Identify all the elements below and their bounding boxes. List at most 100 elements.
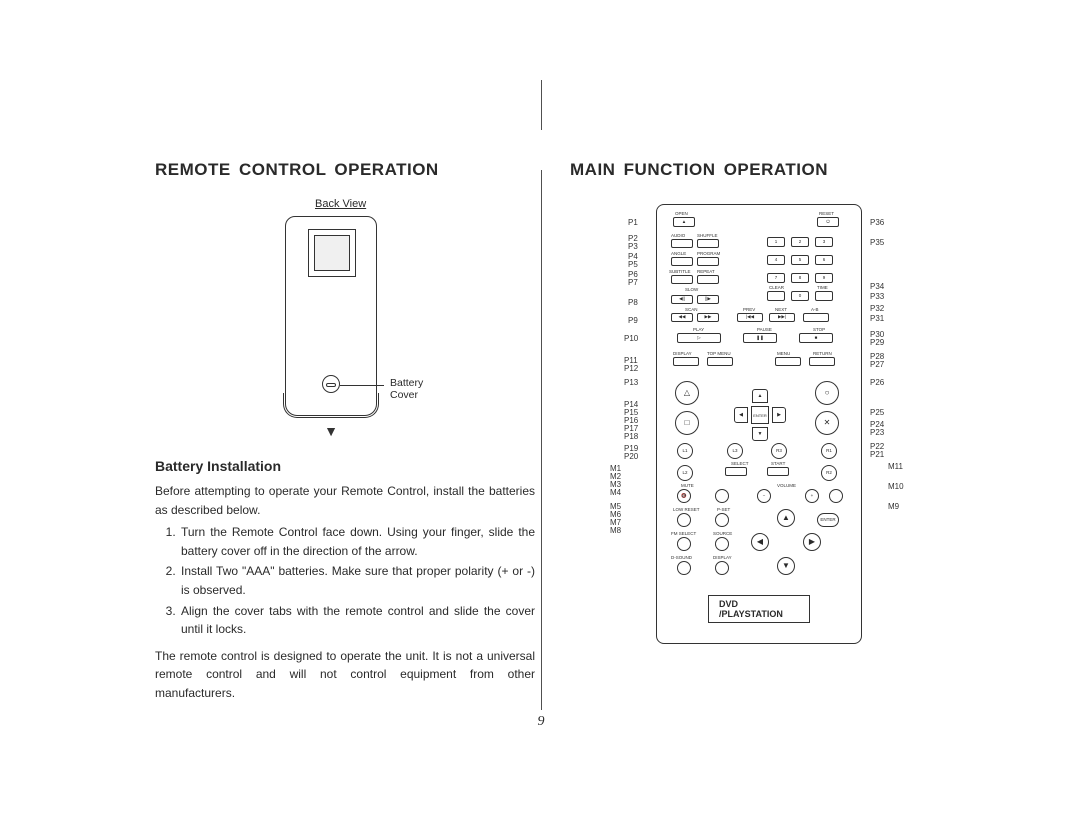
lbl-program: PROGRAM: [697, 251, 720, 256]
btn-cross: ✕: [815, 411, 839, 435]
btn-menu: [775, 357, 801, 366]
btn-5: 5: [791, 255, 809, 265]
battery-steps: Turn the Remote Control face down. Using…: [155, 523, 535, 639]
page-number: 9: [538, 714, 545, 730]
btn-9: 9: [815, 273, 833, 283]
btn-slow-fwd: ||▶: [697, 295, 719, 304]
callout-P34: P34: [870, 282, 884, 291]
battery-installation-heading: Battery Installation: [155, 458, 535, 474]
callout-P29: P29: [870, 338, 884, 347]
dpad: ▲ ▼ ◀ ▶ ENTER: [732, 387, 788, 443]
btn-subtitle: [671, 275, 693, 284]
callout-P9: P9: [628, 316, 638, 325]
btn-extra1: [715, 489, 729, 503]
btn-l1: L1: [677, 443, 693, 459]
lbl-angle: ANGLE: [671, 251, 686, 256]
lbl-slow: SLOW: [685, 287, 698, 292]
battery-intro: Before attempting to operate your Remote…: [155, 482, 535, 519]
callout-P1: P1: [628, 218, 638, 227]
btn-topmenu: [707, 357, 733, 366]
lbl-play: PLAY: [693, 327, 704, 332]
lbl-display: DISPLAY: [673, 351, 692, 356]
lbl-return: RETURN: [813, 351, 832, 356]
btn-r3: R3: [771, 443, 787, 459]
btn-tune-right: ▶: [803, 533, 821, 551]
btn-enter2: ENTER: [817, 513, 839, 527]
btn-4: 4: [767, 255, 785, 265]
btn-dsound: [677, 561, 691, 575]
btn-open: ▲: [673, 217, 695, 227]
callout-P12: P12: [624, 364, 638, 373]
btn-prev: |◀◀: [737, 313, 763, 322]
btn-clear: [767, 291, 785, 301]
btn-2: 2: [791, 237, 809, 247]
btn-1: 1: [767, 237, 785, 247]
battery-note: The remote control is designed to operat…: [155, 647, 535, 703]
btn-stop: ■: [799, 333, 833, 343]
callout-P5: P5: [628, 260, 638, 269]
btn-angle: [671, 257, 693, 266]
btn-l2: L2: [677, 465, 693, 481]
callout-M8: M8: [610, 526, 621, 535]
callout-P3: P3: [628, 242, 638, 251]
brand-label: DVD /PLAYSTATION: [708, 595, 810, 623]
callout-P7: P7: [628, 278, 638, 287]
callout-P25: P25: [870, 408, 884, 417]
btn-6: 6: [815, 255, 833, 265]
btn-0: 0: [791, 291, 809, 301]
btn-ab: [803, 313, 829, 322]
dpad-up: ▲: [752, 389, 768, 403]
callout-P32: P32: [870, 304, 884, 313]
lbl-reset: RESET: [819, 211, 834, 216]
lbl-menu: MENU: [777, 351, 790, 356]
btn-tune-left: ◀: [751, 533, 769, 551]
lbl-audio: AUDIO: [671, 233, 685, 238]
lbl-next: NEXT: [775, 307, 787, 312]
callout-P26: P26: [870, 378, 884, 387]
btn-source: [715, 537, 729, 551]
battery-cover-slot: [326, 383, 336, 387]
callout-P13: P13: [624, 378, 638, 387]
lbl-shuffle: SHUFFLE: [697, 233, 718, 238]
btn-slow-rev: ◀||: [671, 295, 693, 304]
callout-P27: P27: [870, 360, 884, 369]
btn-display: [673, 357, 699, 366]
btn-pause: ❚❚: [743, 333, 777, 343]
leader-line: [340, 385, 384, 386]
callout-P18: P18: [624, 432, 638, 441]
section-title-remote: REMOTE CONTROL OPERATION: [155, 160, 535, 180]
ir-panel-inner: [314, 235, 350, 271]
callout-M11: M11: [888, 462, 903, 471]
lbl-dsound: D-SOUND: [671, 555, 692, 560]
btn-return: [809, 357, 835, 366]
step-1: Turn the Remote Control face down. Using…: [179, 523, 535, 560]
dpad-enter: ENTER: [751, 406, 769, 424]
dpad-down: ▼: [752, 427, 768, 441]
remote-back-diagram: Battery Cover ▼: [285, 216, 535, 416]
btn-tune-up: ▲: [777, 509, 795, 527]
lbl-clear: CLEAR: [769, 285, 784, 290]
callout-P33: P33: [870, 292, 884, 301]
lbl-disp2: DISPLAY: [713, 555, 732, 560]
callout-P35: P35: [870, 238, 884, 247]
callout-P21: P21: [870, 450, 884, 459]
callout-M10: M10: [888, 482, 904, 491]
left-column: REMOTE CONTROL OPERATION Back View Batte…: [155, 160, 535, 703]
remote-front-outline: OPEN ▲ RESET ⏻ AUDIO SHUFFLE 1 2 3 ANGLE…: [656, 204, 862, 644]
remote-back-outline: Battery Cover ▼: [285, 216, 377, 416]
back-view-label: Back View: [315, 198, 535, 210]
arrow-down-icon: ▼: [324, 423, 338, 439]
btn-scan-rev: ◀◀: [671, 313, 693, 322]
lbl-topmenu: TOP MENU: [707, 351, 731, 356]
btn-disp2: [715, 561, 729, 575]
callout-M4: M4: [610, 488, 621, 497]
btn-preset-up: [715, 513, 729, 527]
callout-P36: P36: [870, 218, 884, 227]
lbl-preset-up: P-SET: [717, 507, 730, 512]
btn-vol-up: +: [805, 489, 819, 503]
lbl-fmselect: FM SELECT: [671, 531, 696, 536]
lbl-ab: A-B: [811, 307, 819, 312]
btn-preset-dn: [677, 513, 691, 527]
btn-reset: ⏻: [817, 217, 839, 227]
btn-fmselect: [677, 537, 691, 551]
